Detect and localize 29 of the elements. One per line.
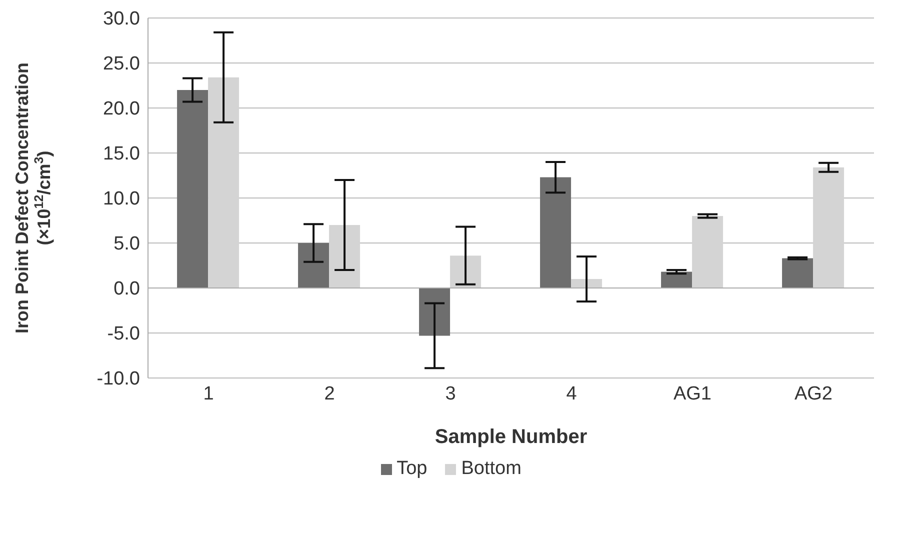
legend-label: Top (396, 458, 428, 480)
x-tick-label: AG1 (673, 383, 712, 404)
x-tick-label: AG2 (794, 383, 833, 404)
x-tick-label: 2 (324, 383, 335, 404)
y-tick-label: 5.0 (114, 234, 140, 255)
x-axis-title: Sample Number (434, 426, 588, 448)
bar (540, 177, 572, 288)
y-tick-label: 0.0 (114, 278, 140, 300)
legend-label: Bottom (460, 458, 522, 480)
bar (782, 258, 814, 288)
y-tick-label: 20.0 (103, 98, 140, 120)
x-tick-label: 1 (203, 383, 214, 404)
y-tick-label: 25.0 (103, 54, 140, 75)
bar (208, 77, 240, 288)
y-tick-label: 30.0 (103, 8, 140, 30)
bar (692, 216, 724, 288)
bar (450, 256, 482, 288)
bar (813, 167, 844, 288)
y-tick-label: 10.0 (103, 188, 140, 210)
y-tick-label: -10.0 (96, 368, 140, 390)
x-tick-label: 4 (566, 383, 578, 404)
y-tick-label: 15.0 (103, 144, 140, 165)
bar (661, 272, 692, 288)
bar (329, 225, 360, 288)
x-tick-label: 3 (445, 383, 456, 404)
bar (298, 243, 330, 288)
bar (419, 288, 450, 336)
y-tick-label: -5.0 (107, 324, 140, 345)
bar (177, 90, 208, 288)
